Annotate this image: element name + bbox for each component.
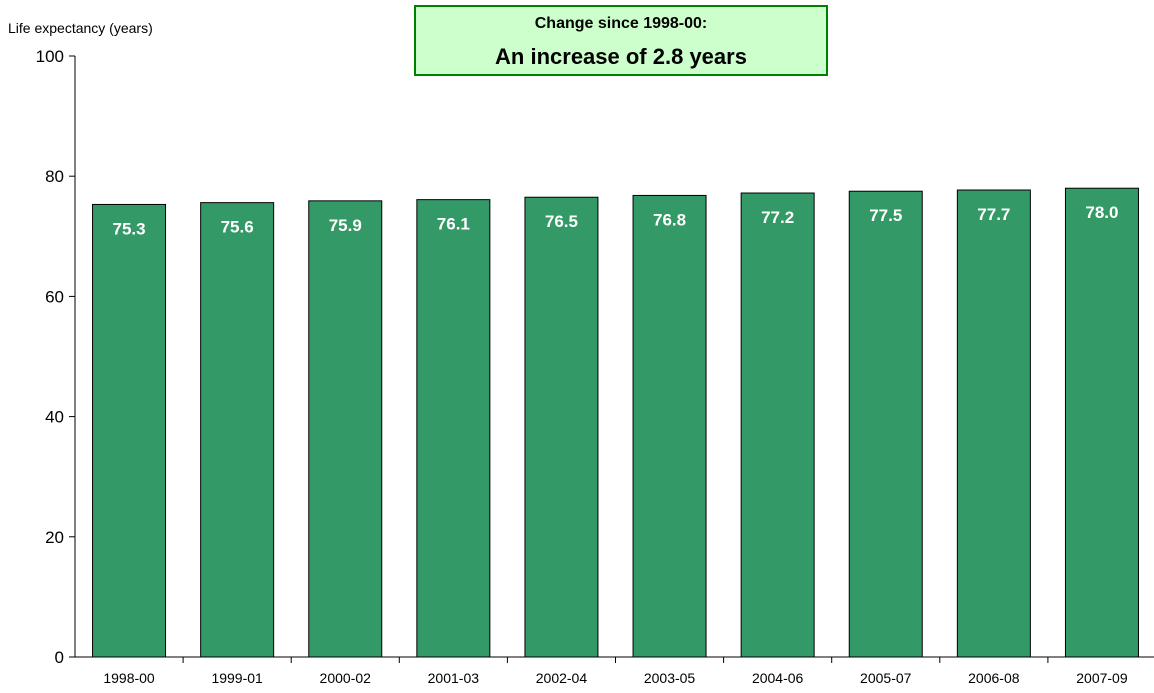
- data-label: 75.3: [113, 219, 146, 238]
- annotation-line-2: An increase of 2.8 years: [495, 44, 747, 69]
- y-tick-label: 60: [45, 287, 64, 306]
- data-label: 76.5: [545, 212, 578, 231]
- x-tick-label: 2003-05: [644, 670, 696, 686]
- x-tick-label: 2007-09: [1076, 670, 1128, 686]
- data-label: 77.5: [869, 206, 902, 225]
- data-label: 75.9: [329, 216, 362, 235]
- x-tick-label: 2002-04: [536, 670, 588, 686]
- data-label: 76.1: [437, 215, 470, 234]
- x-tick-label: 1998-00: [103, 670, 155, 686]
- data-label: 75.6: [221, 218, 254, 237]
- y-tick-label: 100: [36, 47, 64, 66]
- bar: [632, 194, 707, 658]
- y-tick-label: 80: [45, 167, 64, 186]
- data-label: 78.0: [1085, 203, 1118, 222]
- y-tick-label: 20: [45, 528, 64, 547]
- bar: [200, 202, 275, 658]
- bar: [308, 200, 383, 658]
- bar: [524, 196, 599, 658]
- y-tick-label: 40: [45, 408, 64, 427]
- x-tick-label: 2006-08: [968, 670, 1020, 686]
- plot-area: 0 20 40 60 80 100 75.3 1998-00 75.6 1999-01 75.9 20…: [36, 47, 1154, 686]
- x-tick-label: 2004-06: [752, 670, 804, 686]
- bar: [848, 190, 923, 658]
- bar: [740, 192, 815, 658]
- x-tick-label: 2005-07: [860, 670, 912, 686]
- x-tick-label: 1999-01: [211, 670, 263, 686]
- x-tick-label: 2000-02: [320, 670, 372, 686]
- bar: [92, 203, 167, 658]
- y-axis-label: Life expectancy (years): [8, 20, 153, 36]
- bar: [1064, 187, 1139, 658]
- x-tick-label: 2001-03: [428, 670, 480, 686]
- data-label: 76.8: [653, 210, 686, 229]
- data-label: 77.2: [761, 208, 794, 227]
- annotation-box: Change since 1998-00: An increase of 2.8…: [414, 5, 828, 76]
- bar: [956, 189, 1031, 658]
- data-label: 77.7: [977, 205, 1010, 224]
- annotation-background: [414, 5, 828, 76]
- annotation-line-1: Change since 1998-00:: [535, 15, 708, 32]
- y-tick-label: 0: [55, 648, 64, 667]
- bar: [416, 199, 491, 658]
